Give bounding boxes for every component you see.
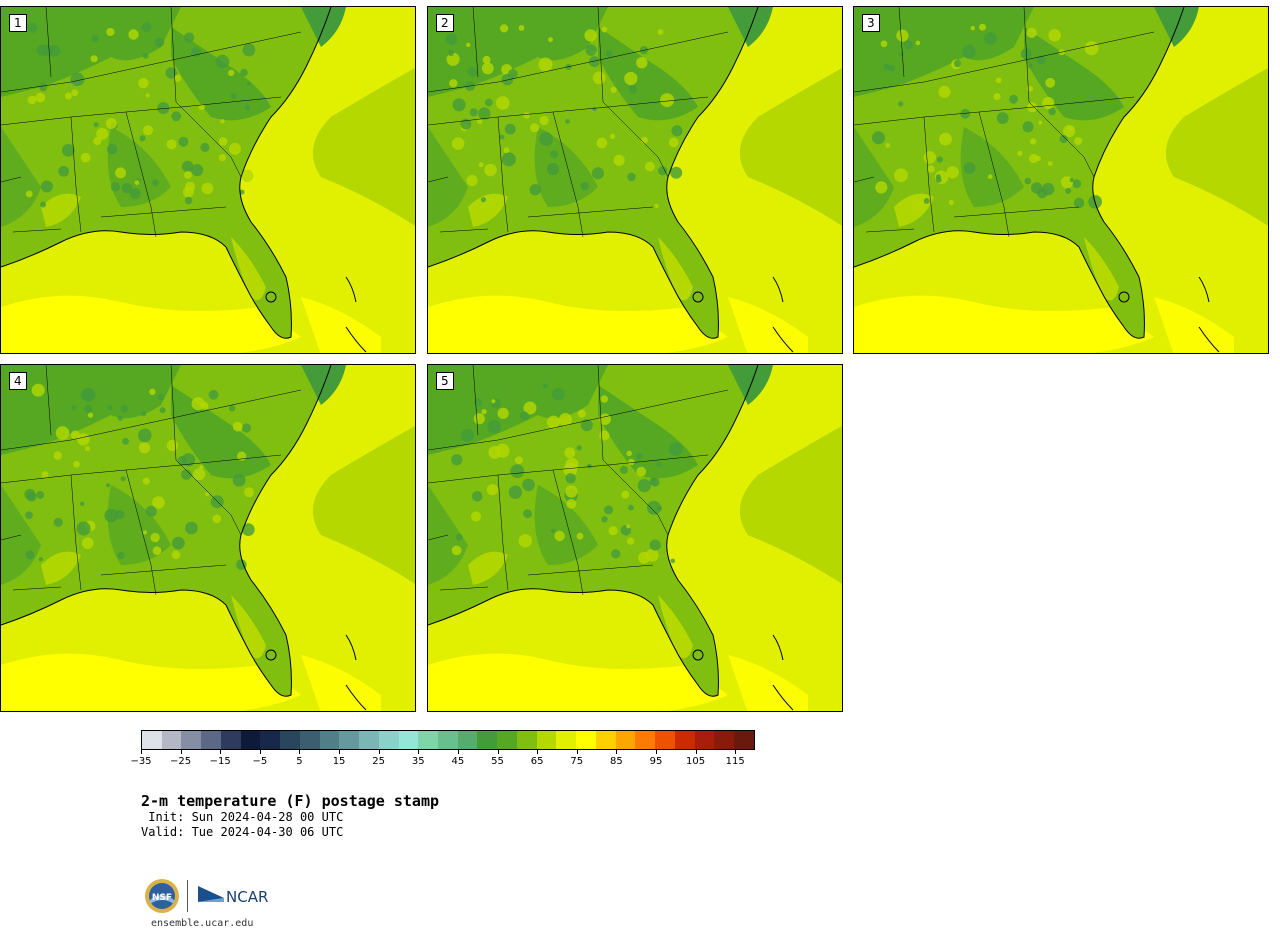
- colorbar-tick: [220, 750, 222, 754]
- colorbar-swatch: [438, 731, 458, 749]
- colorbar-tick-label: 25: [372, 756, 386, 767]
- colorbar-ticks: −35 −25 −15 −5 5 15 25 35 45 55 65 75 85 95 105 115: [130, 750, 755, 774]
- colorbar-tick-label: 105: [686, 756, 706, 767]
- colorbar-swatch: [595, 731, 616, 749]
- colorbar-tick-label: 75: [570, 756, 584, 767]
- colorbar-swatch: [359, 731, 379, 749]
- colorbar-swatch: [161, 731, 182, 749]
- map-panel: 2: [427, 6, 843, 354]
- colorbar-swatch: [240, 731, 261, 749]
- valid-time: Valid: Tue 2024-04-30 06 UTC: [141, 825, 344, 839]
- site-url: ensemble.ucar.edu: [151, 918, 254, 929]
- colorbar-swatch: [398, 731, 419, 749]
- colorbar-swatch: [516, 731, 537, 749]
- colorbar-swatch: [220, 731, 241, 749]
- colorbar-tick-label: 35: [411, 756, 425, 767]
- colorbar-tick: [339, 750, 341, 754]
- colorbar-tick-label: 115: [725, 756, 745, 767]
- colorbar-tick-label: 15: [332, 756, 346, 767]
- colorbar-swatch: [260, 731, 281, 749]
- colorbar-tick-label: −5: [252, 756, 268, 767]
- colorbar-swatch: [280, 731, 300, 749]
- colorbar-swatch: [635, 731, 656, 749]
- nsf-logo-text: NSF: [152, 893, 172, 903]
- colorbar-tick: [378, 750, 380, 754]
- colorbar-swatch: [319, 731, 340, 749]
- colorbar-tick: [259, 750, 261, 754]
- colorbar-tick: [655, 750, 657, 754]
- colorbar-swatch: [556, 731, 577, 749]
- map-panel: 4: [0, 364, 416, 712]
- colorbar-tick: [735, 750, 737, 754]
- colorbar-tick: [695, 750, 697, 754]
- colorbar-swatch: [714, 731, 735, 749]
- map-panel: 3: [853, 6, 1269, 354]
- colorbar-swatch: [674, 731, 695, 749]
- colorbar-tick-label: 45: [451, 756, 465, 767]
- colorbar-swatch: [477, 731, 498, 749]
- colorbar-swatch: [536, 731, 557, 749]
- colorbar-swatch: [615, 731, 636, 749]
- colorbar-swatch: [655, 731, 675, 749]
- nsf-logo-icon: NSF: [145, 879, 179, 913]
- colorbar-tick-label: 65: [530, 756, 544, 767]
- colorbar-tick: [141, 750, 142, 754]
- colorbar-swatch: [734, 731, 754, 749]
- logos: NSF NCAR: [144, 876, 284, 920]
- temperature-colorbar: [141, 730, 755, 750]
- colorbar-tick: [180, 750, 182, 754]
- colorbar-tick-label: −35: [130, 756, 152, 767]
- colorbar-swatch: [339, 731, 360, 749]
- colorbar-tick: [457, 750, 459, 754]
- colorbar-swatch: [181, 731, 202, 749]
- colorbar-swatch: [497, 731, 517, 749]
- colorbar-swatch: [576, 731, 596, 749]
- colorbar-tick-label: −25: [170, 756, 192, 767]
- ncar-logo-icon: NCAR: [198, 886, 268, 906]
- panel-label: 3: [862, 14, 880, 32]
- chart-title: 2-m temperature (F) postage stamp: [141, 792, 440, 810]
- colorbar-swatch: [299, 731, 320, 749]
- colorbar-tick-label: 5: [296, 756, 303, 767]
- colorbar-tick-label: −15: [209, 756, 231, 767]
- map-panel: 5: [427, 364, 843, 712]
- colorbar-swatch: [201, 731, 221, 749]
- colorbar-swatch: [457, 731, 478, 749]
- colorbar-tick-label: 85: [609, 756, 623, 767]
- colorbar-tick: [576, 750, 578, 754]
- colorbar-tick-label: 95: [649, 756, 663, 767]
- colorbar-tick: [497, 750, 499, 754]
- map-panel: 1: [0, 6, 416, 354]
- panel-label: 5: [436, 372, 454, 390]
- colorbar-swatch: [694, 731, 715, 749]
- colorbar-tick: [537, 750, 539, 754]
- panel-label: 4: [9, 372, 27, 390]
- colorbar-tick: [616, 750, 618, 754]
- colorbar-tick-label: 55: [491, 756, 504, 767]
- ncar-logo-text: NCAR: [226, 888, 268, 906]
- colorbar-swatch: [418, 731, 439, 749]
- colorbar-swatch: [378, 731, 399, 749]
- init-time: Init: Sun 2024-04-28 00 UTC: [141, 810, 344, 824]
- panel-label: 1: [9, 14, 27, 32]
- colorbar-tick: [418, 750, 420, 754]
- panel-label: 2: [436, 14, 454, 32]
- colorbar-swatch: [142, 731, 162, 749]
- colorbar-tick: [299, 750, 301, 754]
